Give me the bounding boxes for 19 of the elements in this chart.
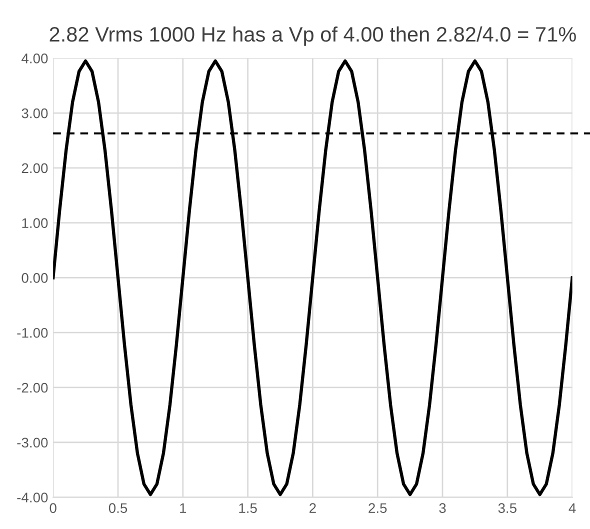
x-tick-label: 1 [180,503,186,513]
y-tick-label: 2.00 [22,163,48,174]
x-tick-label: 2 [310,503,316,513]
y-tick-label: 1.00 [22,218,48,228]
x-tick-label: 1.5 [239,503,257,514]
x-tick-label: 0.5 [108,503,128,514]
y-tick-label: -4.00 [17,492,48,502]
y-tick-label: 0.00 [22,273,48,283]
x-tick-label: 3 [439,503,446,514]
y-tick-label: -2.00 [17,382,48,393]
y-tick-label: 4.00 [22,54,48,64]
y-tick-label: -1.00 [17,328,48,338]
x-tick-label: 3.5 [498,503,516,514]
chart-title: 2.82 Vrms 1000 Hz has a Vp of 4.00 then 2.82/4.0 = 71% [50,26,576,46]
y-tick-label: 3.00 [22,108,48,118]
x-tick-label: 4 [568,503,576,513]
y-tick-label: -3.00 [17,438,48,448]
x-tick-label: 2.5 [368,503,387,514]
x-tick-label: 0 [50,503,56,514]
